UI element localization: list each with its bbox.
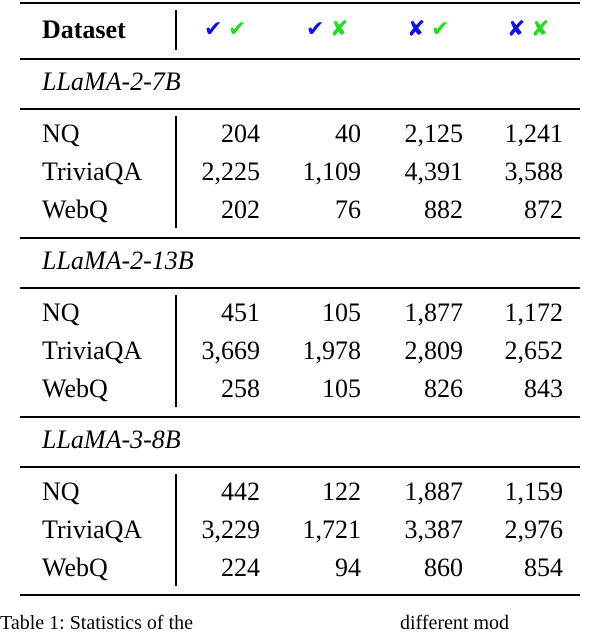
cell: 2,125 <box>404 119 464 148</box>
section-title: LLaMA-3-8B <box>42 425 181 454</box>
cell: 258 <box>221 374 260 403</box>
rule <box>20 237 580 239</box>
cell: 1,172 <box>504 298 564 327</box>
rule <box>20 287 580 289</box>
rule <box>20 466 580 468</box>
cell: 204 <box>221 119 260 148</box>
caption: different mod <box>400 612 510 634</box>
cell: 2,652 <box>504 336 564 365</box>
header-icon: ✘ <box>531 17 550 42</box>
row-label: NQ <box>42 119 80 148</box>
row-label: NQ <box>42 298 80 327</box>
row-label: TriviaQA <box>42 515 143 544</box>
header-icon: ✔ <box>431 17 450 42</box>
cell: 860 <box>424 553 463 582</box>
cell: 1,241 <box>504 119 564 148</box>
cell: 3,387 <box>404 515 464 544</box>
cell: 224 <box>221 553 260 582</box>
row-label: WebQ <box>42 374 108 403</box>
cell: 2,809 <box>404 336 464 365</box>
header-icon: ✘ <box>507 17 526 42</box>
cell: 2,225 <box>201 157 261 186</box>
column-rule <box>175 474 177 586</box>
cell: 442 <box>221 477 260 506</box>
rule <box>20 416 580 418</box>
cell: 3,588 <box>504 157 564 186</box>
cell: 3,229 <box>201 515 261 544</box>
cell: 1,721 <box>302 515 362 544</box>
rule <box>20 594 580 596</box>
cell: 105 <box>322 298 361 327</box>
header-icon: ✘ <box>407 17 426 42</box>
cell: 854 <box>524 553 563 582</box>
cell: 1,887 <box>404 477 464 506</box>
row-label: WebQ <box>42 553 108 582</box>
cell: 882 <box>424 195 463 224</box>
column-rule <box>175 116 177 228</box>
header-icon: ✔ <box>204 17 223 42</box>
cell: 105 <box>322 374 361 403</box>
row-label: WebQ <box>42 195 108 224</box>
cell: 1,978 <box>302 336 362 365</box>
cell: 872 <box>524 195 563 224</box>
header-label: Dataset <box>42 15 126 44</box>
header-icon: ✘ <box>330 17 349 42</box>
cell: 1,109 <box>302 157 362 186</box>
cell: 4,391 <box>404 157 464 186</box>
cell: 826 <box>424 374 463 403</box>
column-rule <box>175 10 177 50</box>
cell: 1,159 <box>504 477 564 506</box>
header-icon: ✔ <box>306 17 325 42</box>
cell: 3,669 <box>201 336 261 365</box>
header-icon: ✔ <box>228 17 247 42</box>
cell: 122 <box>322 477 361 506</box>
rule <box>20 2 580 4</box>
rule <box>20 58 580 60</box>
cell: 2,976 <box>504 515 564 544</box>
section-title: LLaMA-2-7B <box>42 67 181 96</box>
row-label: NQ <box>42 477 80 506</box>
cell: 94 <box>335 553 361 582</box>
column-rule <box>175 295 177 407</box>
caption: Table 1: Statistics of the <box>0 612 194 634</box>
row-label: TriviaQA <box>42 336 143 365</box>
rule <box>20 108 580 110</box>
cell: 202 <box>221 195 260 224</box>
section-title: LLaMA-2-13B <box>42 246 194 275</box>
row-label: TriviaQA <box>42 157 143 186</box>
cell: 1,877 <box>404 298 464 327</box>
cell: 40 <box>335 119 361 148</box>
cell: 843 <box>524 374 563 403</box>
cell: 76 <box>335 195 361 224</box>
cell: 451 <box>221 298 260 327</box>
